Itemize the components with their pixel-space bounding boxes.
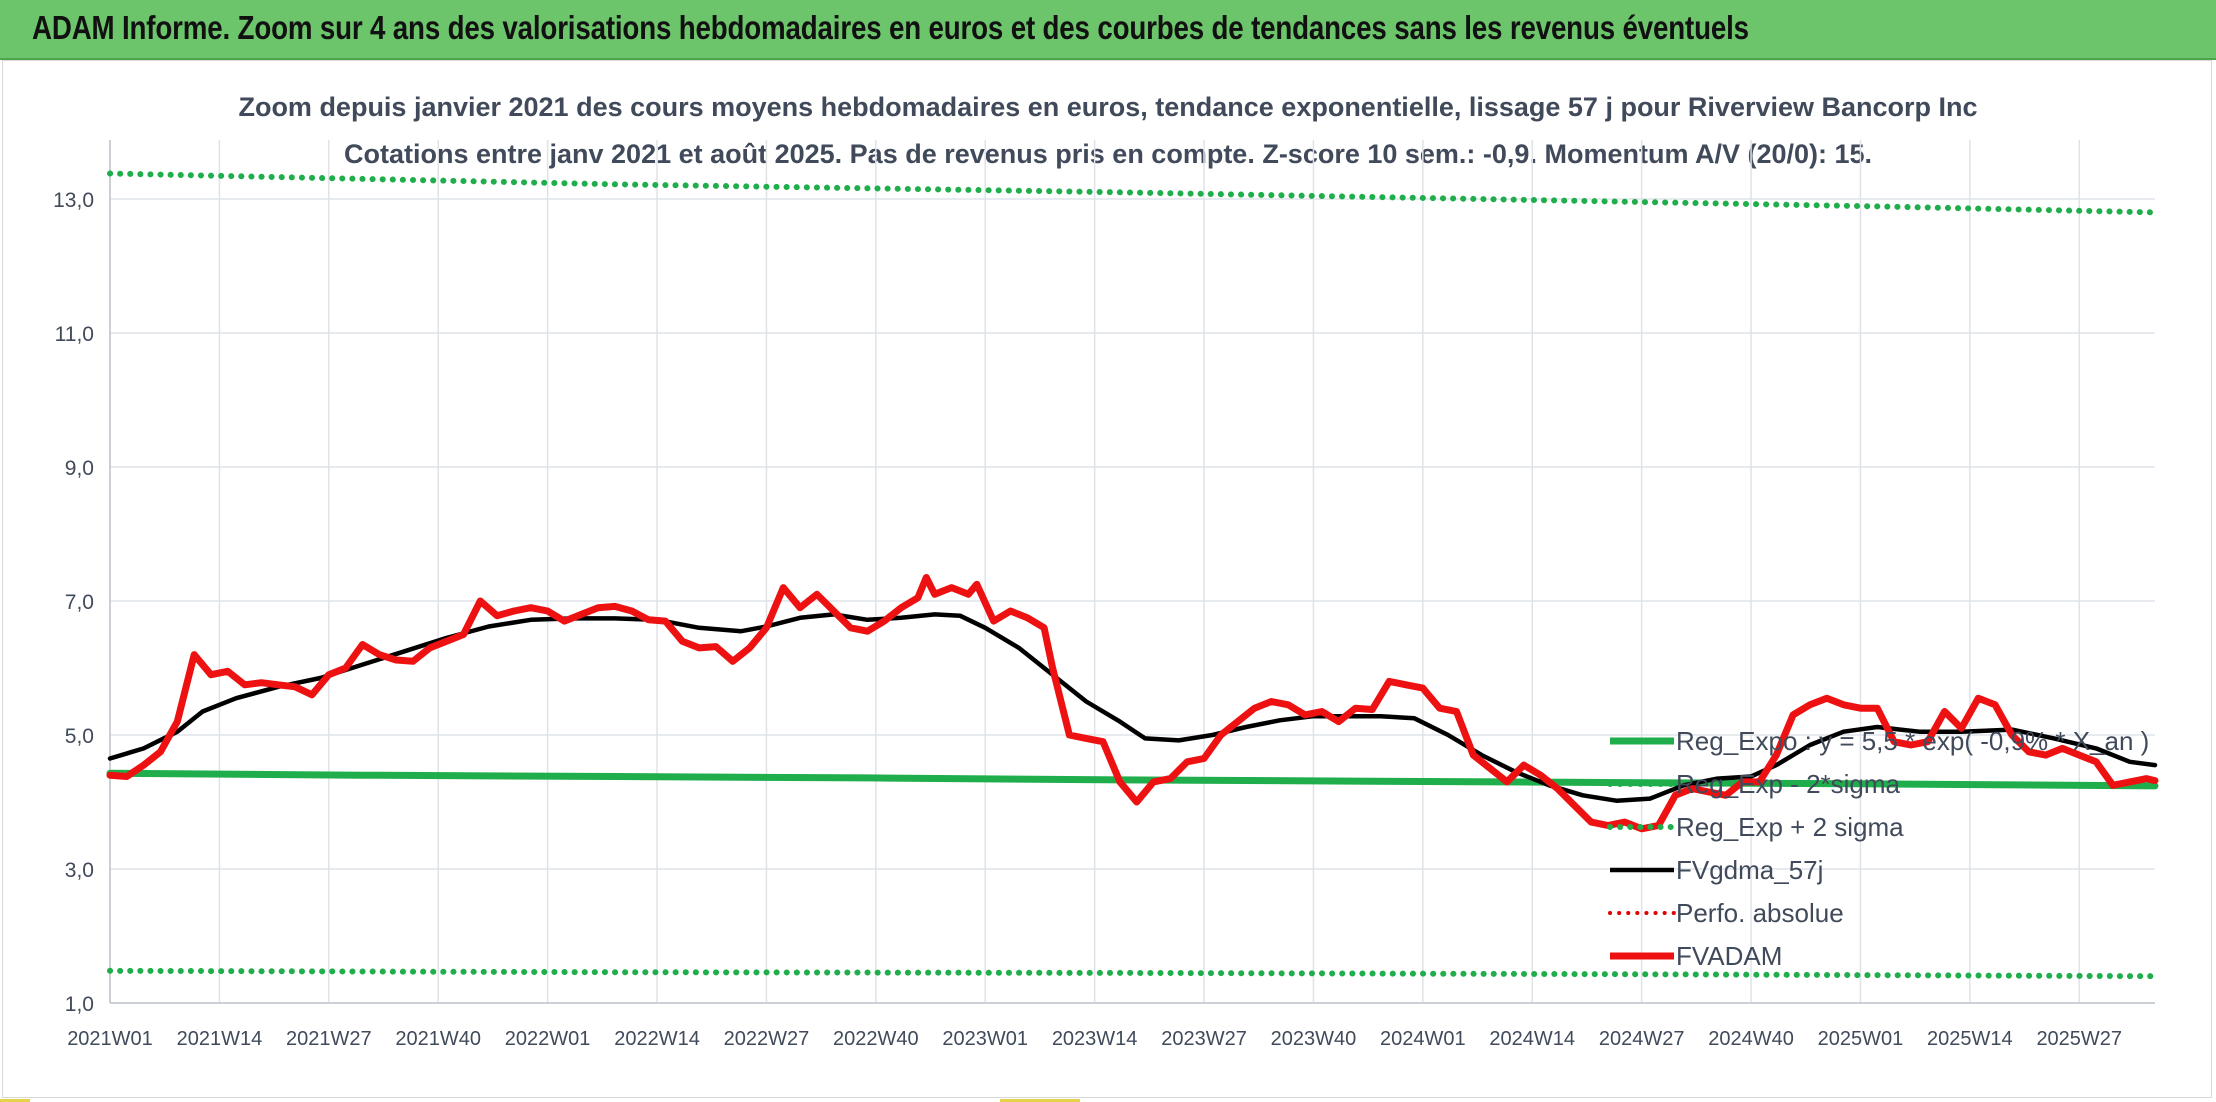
x-tick-label: 2021W14 (177, 1028, 263, 1050)
axis-labels: 1,0 3,0 5,0 7,0 9,0 11,0 13,0 2021W01 2021W14 202… (53, 189, 2122, 1050)
legend-label-reg-expo-y-5-5-exp-0-9-x-an: Reg_Expo : y = 5,5 * exp( -0,9% * X_an ) (1676, 726, 2149, 756)
chart-subtitle: Cotations entre janv 2021 et août 2025. … (344, 139, 1872, 169)
x-tick-label: 2023W40 (1271, 1028, 1357, 1050)
y-tick-label: 13,0 (53, 189, 94, 212)
legend-label-reg-exp-2-sigma: Reg_Exp - 2*sigma (1676, 769, 1901, 799)
y-tick-label: 11,0 (55, 323, 94, 346)
y-tick-label: 5,0 (65, 725, 94, 748)
gridlines (109, 140, 2155, 1004)
legend: Reg_Expo : y = 5,5 * exp( -0,9% * X_an )… (1607, 726, 2149, 971)
legend-label-reg-exp-2-sigma: Reg_Exp + 2 sigma (1676, 812, 1904, 842)
corner-accent-left (0, 1099, 30, 1102)
y-tick-label: 3,0 (65, 859, 94, 882)
y-tick-label: 9,0 (65, 457, 94, 480)
series-line-reg-exp-2-sigma (107, 170, 2158, 216)
x-tick-label: 2025W27 (2036, 1028, 2122, 1050)
y-tick-label: 7,0 (65, 591, 94, 614)
x-tick-label: 2025W01 (1818, 1028, 1904, 1050)
legend-label-fvadam: FVADAM (1676, 941, 1782, 971)
x-tick-label: 2024W14 (1489, 1028, 1575, 1050)
legend-label-fvgdma-57j: FVgdma_57j (1676, 855, 1823, 885)
x-tick-label: 2022W14 (614, 1028, 700, 1050)
x-tick-label: 2024W01 (1380, 1028, 1466, 1050)
legend-label-perfo-absolue: Perfo. absolue (1676, 898, 1844, 928)
series-line-fvadam (106, 574, 2159, 833)
series-lines (106, 170, 2159, 980)
y-tick-label: 1,0 (65, 993, 94, 1016)
x-tick-label: 2021W27 (286, 1028, 372, 1050)
x-tick-label: 2022W40 (833, 1028, 919, 1050)
series-line-fvgdma-57j (107, 612, 2158, 803)
x-tick-label: 2025W14 (1927, 1028, 2013, 1050)
chart-title: Zoom depuis janvier 2021 des cours moyen… (238, 92, 1977, 122)
x-tick-label: 2023W27 (1161, 1028, 1247, 1050)
x-tick-label: 2024W40 (1708, 1028, 1794, 1050)
x-tick-label: 2021W01 (67, 1028, 153, 1050)
x-tick-label: 2021W40 (395, 1028, 481, 1050)
series-line-reg-exp-2-sigma (107, 967, 2158, 980)
x-tick-label: 2023W14 (1052, 1028, 1138, 1050)
x-tick-label: 2022W01 (505, 1028, 591, 1050)
banner-title: ADAM Informe. Zoom sur 4 ans des valoris… (32, 9, 1749, 46)
x-tick-label: 2022W27 (724, 1028, 810, 1050)
x-tick-label: 2024W27 (1599, 1028, 1685, 1050)
report-banner: ADAM Informe. Zoom sur 4 ans des valoris… (0, 0, 2216, 60)
x-tick-label: 2023W01 (942, 1028, 1028, 1050)
corner-accent-center (1000, 1099, 1080, 1102)
